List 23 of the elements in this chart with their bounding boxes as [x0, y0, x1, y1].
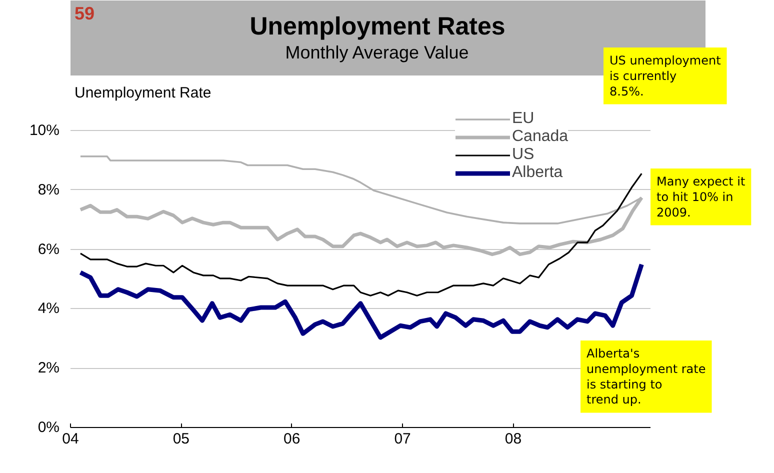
y-tick-label: 2%	[38, 360, 60, 377]
y-axis-title: Unemployment Rate	[74, 84, 212, 102]
y-tick-label: 0%	[38, 419, 60, 436]
x-tick-label: 06	[284, 430, 300, 448]
text: US unemployment is currently 8.5%.	[610, 54, 722, 98]
text: Many expect it to hit 10% in 2009.	[656, 174, 746, 220]
chart-title: Unemployment Rates	[250, 12, 506, 40]
y-tick-label: 8%	[38, 181, 60, 198]
legend-label: US	[512, 146, 534, 164]
text: 59	[74, 4, 95, 24]
legend-label: Canada	[512, 128, 568, 146]
x-tick-label: 04	[62, 430, 79, 448]
legend-label: Alberta	[512, 164, 563, 182]
y-tick-label: 4%	[38, 300, 60, 318]
x-tick-label: 08	[504, 430, 522, 448]
annotation: Alberta's unemployment rate is starting to trend up.	[586, 346, 706, 407]
line-series	[78, 262, 644, 340]
y-tick-label: 6%	[38, 240, 60, 258]
chart-subtitle: Monthly Average Value	[285, 42, 469, 62]
x-tick-label: 05	[172, 430, 190, 448]
x-tick-label: 07	[394, 430, 411, 448]
y-tick-label: 10%	[29, 122, 60, 139]
legend-label: EU	[512, 110, 534, 128]
